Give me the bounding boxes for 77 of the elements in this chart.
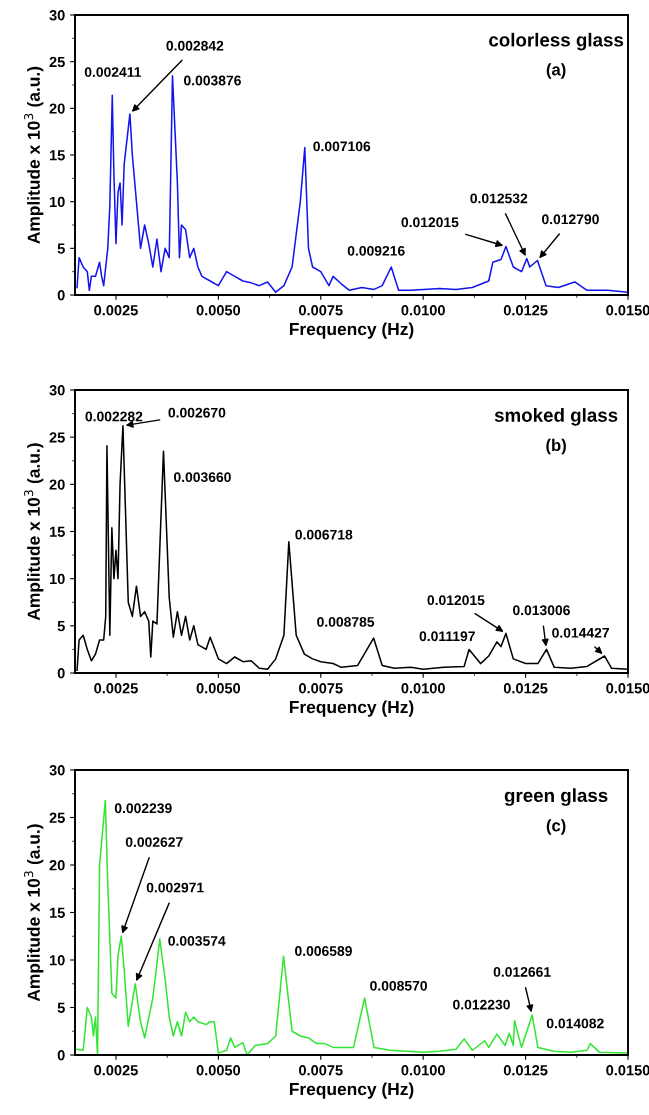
x-tick-label: 0.0050	[196, 305, 241, 316]
annotation: 0.006718	[295, 529, 353, 540]
annotation: (b)	[546, 438, 566, 455]
y-tick-label: 0	[57, 1050, 65, 1061]
annotation: 0.003660	[174, 472, 231, 483]
annotation: 0.013006	[513, 605, 570, 616]
x-tick-label: 0.0025	[94, 305, 138, 316]
annotation: 0.011197	[419, 631, 475, 642]
annotation: 0.009216	[347, 245, 405, 256]
y-tick-label: 0	[57, 668, 65, 679]
annotation: 0.012015	[401, 217, 459, 228]
x-tick-label: 0.0050	[196, 1065, 241, 1076]
annotation: 0.012015	[427, 595, 485, 606]
x-axis-title: Frequency (Hz)	[289, 700, 414, 717]
annotation: 0.012230	[453, 999, 510, 1010]
annotation: 0.002627	[125, 837, 183, 847]
annotation: 0.012532	[470, 193, 528, 204]
y-tick-label: 20	[49, 860, 65, 871]
x-tick-label: 0.0075	[299, 1065, 343, 1076]
annotation: green glass	[504, 788, 608, 806]
annotation: 0.003574	[168, 935, 226, 946]
y-tick-label: 30	[49, 10, 65, 21]
annotation: 0.008570	[370, 980, 427, 991]
y-tick-label: 30	[49, 385, 65, 396]
x-tick-label: 0.0025	[94, 1065, 138, 1076]
y-tick-label: 10	[49, 196, 65, 208]
annotation: 0.007106	[313, 141, 371, 152]
y-axis-title: Amplitude x 10$^{3}$ (a.u.)	[24, 824, 44, 1002]
y-tick-label: 20	[49, 479, 65, 490]
y-tick-label: 15	[49, 150, 65, 161]
x-tick-label: 0.0100	[401, 683, 445, 694]
y-tick-label: 15	[49, 526, 65, 537]
y-tick-label: 10	[49, 955, 65, 966]
y-axis-title: Amplitude x 10$^{3}$ (a.u.)	[24, 66, 44, 244]
y-tick-label: 5	[57, 243, 65, 254]
y-tick-label: 25	[49, 812, 65, 823]
y-tick-label: 5	[57, 1002, 65, 1013]
x-tick-label: 0.0100	[401, 1065, 445, 1076]
y-tick-label: 30	[49, 765, 65, 776]
y-tick-label: 5	[57, 621, 65, 632]
y-tick-label: 25	[49, 56, 65, 68]
annotation: 0.002239	[114, 803, 172, 814]
x-tick-label: 0.0075	[299, 683, 343, 694]
annotation: 0.002971	[146, 882, 204, 893]
x-tick-label: 0.0125	[503, 1065, 548, 1076]
annotation: 0.008785	[317, 616, 375, 627]
y-axis-title: Amplitude x 10$^{3}$ (a.u.)	[24, 443, 44, 621]
annotation: 0.012790	[542, 214, 599, 225]
annotation: 0.002670	[168, 407, 226, 418]
annotation: colorless glass	[489, 32, 624, 51]
x-tick-label: 0.0125	[503, 305, 548, 316]
annotation: 0.002282	[85, 411, 143, 422]
annotation: smoked glass	[494, 408, 618, 426]
x-tick-label: 0.0150	[606, 683, 649, 694]
annotation: 0.002842	[166, 40, 224, 51]
y-tick-label: 10	[49, 573, 65, 585]
annotation: 0.014082	[546, 1018, 604, 1029]
x-tick-label: 0.0050	[196, 683, 241, 694]
y-tick-label: 0	[57, 290, 65, 301]
x-tick-label: 0.0150	[606, 305, 649, 316]
y-tick-label: 15	[49, 907, 65, 918]
x-axis-title: Frequency (Hz)	[289, 322, 414, 339]
annotation: (c)	[546, 819, 566, 835]
x-tick-label: 0.0125	[503, 683, 548, 694]
y-tick-label: 20	[49, 103, 65, 114]
annotation: 0.006589	[295, 946, 352, 956]
x-axis-title: Frequency (Hz)	[289, 1082, 414, 1099]
annotation: 0.002411	[84, 67, 142, 77]
annotation: 0.003876	[184, 75, 241, 86]
annotation: 0.012661	[493, 966, 551, 977]
annotation: (a)	[546, 63, 566, 79]
x-tick-label: 0.0100	[401, 305, 445, 316]
y-tick-label: 25	[49, 432, 65, 443]
x-tick-label: 0.0150	[606, 1065, 649, 1076]
x-tick-label: 0.0025	[94, 683, 138, 694]
annotation: 0.014427	[552, 627, 609, 638]
x-tick-label: 0.0075	[299, 305, 343, 316]
